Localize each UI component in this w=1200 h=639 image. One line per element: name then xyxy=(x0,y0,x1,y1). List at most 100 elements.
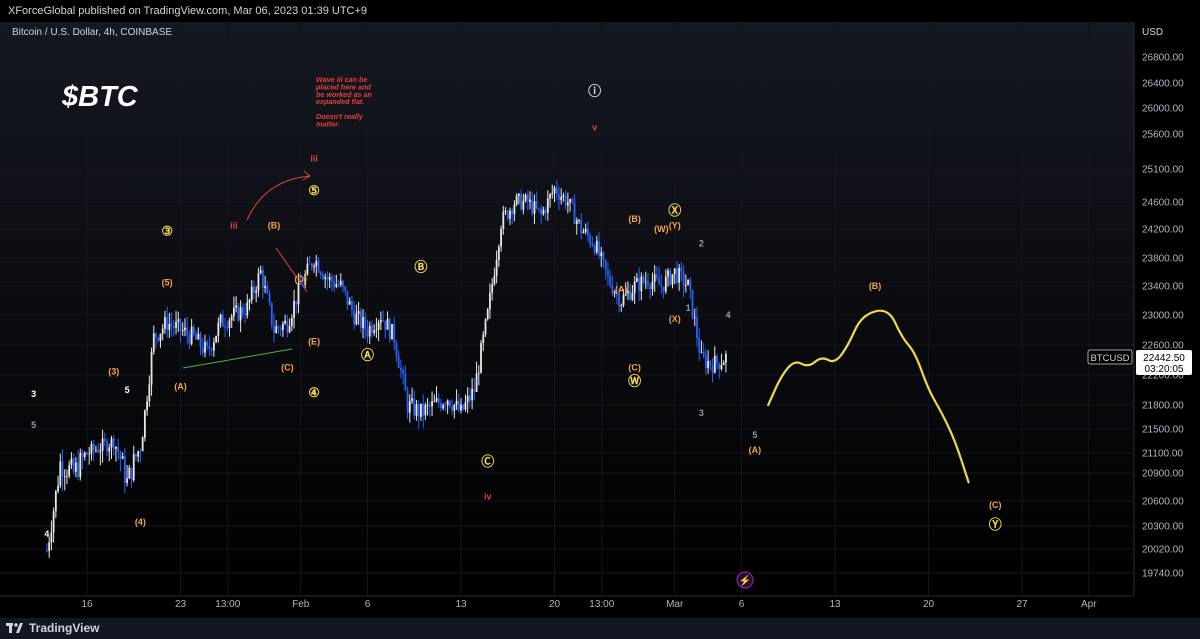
wave-label: (B) xyxy=(869,281,882,291)
candle-body xyxy=(613,292,616,294)
candle-body xyxy=(673,268,676,275)
candle-body xyxy=(558,194,560,201)
candle-body xyxy=(667,270,669,277)
candle-body xyxy=(593,245,596,253)
candle-body xyxy=(526,194,529,202)
candle-body xyxy=(413,398,416,416)
candle-body xyxy=(615,292,618,294)
candle-body xyxy=(569,198,571,203)
price-chart[interactable]: Bitcoin / U.S. Dollar, 4h, COINBASE $BTC… xyxy=(0,22,1200,618)
price-tick-label: 23800.00 xyxy=(1142,254,1184,265)
candle-body xyxy=(224,326,226,328)
wave-label: (E) xyxy=(308,336,320,346)
candle-body xyxy=(97,449,100,453)
price-tick-label: 26000.00 xyxy=(1142,104,1184,115)
price-scale[interactable] xyxy=(1134,22,1200,596)
candle-body xyxy=(172,325,175,328)
price-tick-label: 22600.00 xyxy=(1142,341,1184,352)
candle-body xyxy=(533,201,536,214)
candle-body xyxy=(132,454,135,481)
candle-body xyxy=(103,438,106,442)
candle-body xyxy=(502,211,505,229)
price-tick-label: 20300.00 xyxy=(1142,522,1184,533)
candle-body xyxy=(248,300,251,303)
candle-body xyxy=(609,275,612,286)
candle-body xyxy=(540,208,543,215)
candle-body xyxy=(720,365,723,369)
note-line: expanded flat. xyxy=(316,97,364,106)
candle-body xyxy=(386,319,389,330)
candle-body xyxy=(95,449,97,451)
trendline-red xyxy=(275,247,308,293)
candle-body xyxy=(455,400,458,405)
wave-labels: 3 5 4 5 (3) (4) (5) ③ (A) iii (B) (C) (D) (E) ⑤ iii ④ Ⓐ Ⓑ Ⓒ… xyxy=(31,83,1002,539)
candle-body xyxy=(217,322,220,336)
candle-body xyxy=(662,286,665,292)
candle-body xyxy=(638,277,640,292)
wave-label: (3) xyxy=(108,366,119,376)
candle-body xyxy=(653,274,656,282)
time-tick-label: 20 xyxy=(923,599,935,610)
candle-body xyxy=(544,209,547,213)
candle-body xyxy=(382,320,384,321)
candle-body xyxy=(602,252,605,260)
candle-body xyxy=(373,330,376,333)
candle-body xyxy=(126,478,128,483)
event-marker-icon[interactable] xyxy=(736,571,754,589)
candle-body xyxy=(261,269,264,288)
wave-label: 5 xyxy=(31,420,36,430)
candle-body xyxy=(462,404,465,410)
wave-label: (X) xyxy=(669,314,681,324)
candle-body xyxy=(244,314,246,316)
candle-body xyxy=(553,187,556,194)
candle-body xyxy=(517,193,520,196)
note-line: Doesn't really xyxy=(316,112,364,121)
candle-body xyxy=(68,465,71,476)
candle-body xyxy=(388,319,391,340)
candle-body xyxy=(186,327,189,335)
candle-body xyxy=(529,199,531,202)
candle-body xyxy=(266,286,269,294)
publisher-bar: XForceGlobal published on TradingView.co… xyxy=(0,0,1200,22)
candle-body xyxy=(395,342,398,357)
candle-body xyxy=(722,362,725,366)
price-unit: USD xyxy=(1142,27,1163,38)
candle-body xyxy=(282,323,284,330)
wave-label: (C) xyxy=(281,363,294,373)
candle-body xyxy=(379,320,382,323)
candle-body xyxy=(288,325,291,333)
candle-body xyxy=(538,207,540,209)
candle-body xyxy=(366,329,369,337)
candle-body xyxy=(506,210,509,219)
wave-label: Ⓦ xyxy=(628,374,641,389)
candle-body xyxy=(74,462,77,472)
candle-body xyxy=(355,313,358,325)
wave-label: Ⓑ xyxy=(414,260,427,275)
candle-body xyxy=(489,292,491,310)
wave-label: iii xyxy=(310,154,318,164)
candle-body xyxy=(315,260,318,267)
candle-body xyxy=(299,282,302,285)
time-tick-label: 13 xyxy=(829,599,841,610)
candle-body xyxy=(578,220,580,221)
price-tick-label: 21100.00 xyxy=(1142,449,1183,460)
candle-body xyxy=(333,281,336,287)
candle-body xyxy=(353,310,356,325)
candle-body xyxy=(428,404,431,407)
time-scale[interactable] xyxy=(0,596,1134,618)
candle-body xyxy=(391,324,393,340)
wave-label: Ⓨ xyxy=(989,517,1002,532)
candle-body xyxy=(484,319,487,335)
candle-body xyxy=(48,542,51,551)
wave-label: (B) xyxy=(628,214,641,224)
candle-body xyxy=(555,187,558,195)
candle-body xyxy=(86,452,88,455)
candle-body xyxy=(475,373,478,393)
candle-body xyxy=(335,284,338,287)
tradingview-logo[interactable]: TradingView xyxy=(6,621,99,635)
price-tick-label: 24600.00 xyxy=(1142,198,1184,209)
symbol-tag[interactable] xyxy=(1087,349,1133,365)
candle-body xyxy=(268,293,271,303)
candle-body xyxy=(253,286,255,293)
candle-body xyxy=(284,320,287,324)
